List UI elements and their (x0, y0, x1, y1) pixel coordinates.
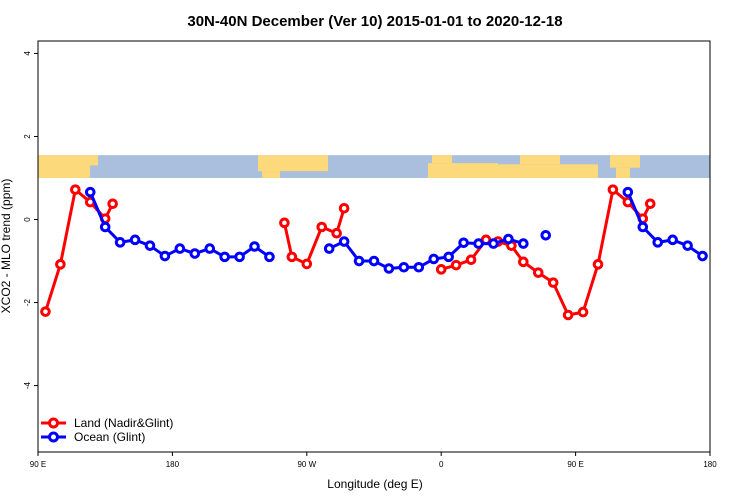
map-land (38, 155, 90, 178)
data-point (234, 251, 245, 263)
data-point (450, 259, 462, 271)
data-point (331, 227, 342, 239)
legend-land-marker (48, 417, 59, 429)
map-land (428, 163, 498, 178)
data-point (174, 243, 186, 254)
data-point (338, 236, 350, 247)
legend: Land (Nadir&Glint) Ocean (Glint) (41, 416, 173, 444)
y-tick-label: -4 (23, 381, 32, 389)
map-land (616, 167, 630, 178)
data-point (398, 261, 410, 273)
map-ocean (38, 155, 710, 178)
map-land (262, 171, 280, 178)
data-point (114, 237, 126, 248)
data-point (547, 277, 559, 288)
data-point (488, 238, 499, 249)
data-point (353, 255, 365, 267)
legend-ocean-marker (48, 431, 59, 443)
data-point (383, 263, 395, 274)
x-tick-label: 90 E (30, 460, 46, 469)
data-point (204, 243, 216, 254)
data-point (465, 254, 477, 266)
data-point (159, 250, 171, 262)
data-point (107, 198, 118, 210)
chart-title: 30N-40N December (Ver 10) 2015-01-01 to … (187, 13, 562, 30)
data-point (286, 251, 298, 263)
legend-land-label: Land (Nadir&Glint) (74, 416, 173, 430)
data-point (637, 221, 649, 233)
data-point (99, 221, 111, 233)
plot-frame (37, 40, 711, 453)
x-tick-label: 90 W (297, 460, 316, 469)
data-point (458, 237, 469, 249)
data-point (443, 251, 454, 263)
y-axis: 4 2 0 -2 -4 (23, 51, 38, 389)
series-line (44, 188, 115, 313)
y-tick-label: 2 (23, 134, 32, 139)
y-axis-label: XCO2 - MLO trend (ppm) (0, 179, 13, 314)
series-layer (40, 184, 708, 321)
data-point (316, 221, 328, 233)
x-tick-label: 0 (439, 460, 444, 469)
x-tick-label: 180 (703, 460, 717, 469)
series-0 (40, 184, 656, 321)
y-tick-label: 0 (23, 217, 32, 222)
data-point (435, 264, 447, 275)
data-point (249, 241, 260, 252)
x-tick-label: 180 (166, 460, 180, 469)
data-point (667, 234, 678, 246)
data-point (338, 203, 350, 214)
map-land (498, 164, 598, 178)
data-point (279, 217, 290, 229)
data-point (652, 237, 664, 248)
data-point (592, 259, 604, 270)
x-axis-label: Longitude (deg E) (327, 477, 422, 491)
map-land (258, 155, 328, 172)
data-point (607, 184, 619, 195)
data-point (562, 309, 574, 321)
data-point (219, 251, 230, 263)
data-point (301, 258, 313, 270)
data-point (577, 306, 589, 318)
y-tick-label: 4 (23, 51, 32, 56)
map-land (610, 155, 640, 168)
data-point (682, 240, 693, 251)
data-point (518, 256, 529, 268)
data-point (189, 248, 201, 259)
data-point (428, 253, 440, 265)
data-point (129, 234, 141, 246)
data-point (144, 240, 156, 251)
map-land (520, 155, 560, 165)
data-point (413, 261, 425, 273)
x-axis: 90 E 180 90 W 0 90 E 180 (30, 452, 717, 469)
data-point (540, 229, 552, 241)
data-point (644, 198, 656, 210)
data-point (40, 306, 51, 317)
map-strip (38, 155, 710, 178)
data-point (323, 243, 335, 254)
data-point (697, 250, 708, 262)
series-1 (84, 186, 708, 274)
x-tick-label: 90 E (567, 460, 583, 469)
y-tick-label: -2 (23, 298, 32, 306)
data-point (368, 255, 380, 267)
data-point (532, 267, 544, 278)
data-point (473, 238, 484, 249)
map-land (432, 155, 452, 164)
data-point (503, 233, 514, 245)
map-land (90, 155, 98, 166)
legend-ocean-label: Ocean (Glint) (74, 430, 145, 444)
data-point (70, 184, 81, 195)
series-line (440, 188, 652, 317)
data-point (55, 259, 66, 270)
data-point (622, 186, 634, 198)
data-point (84, 186, 96, 198)
data-point (264, 251, 275, 263)
data-point (518, 238, 529, 249)
